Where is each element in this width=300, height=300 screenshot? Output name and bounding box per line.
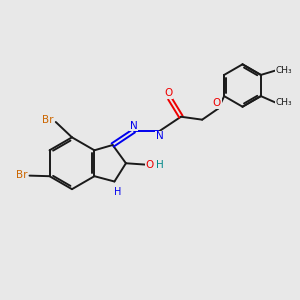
Text: Br: Br [16, 170, 27, 180]
Text: O: O [213, 98, 221, 108]
Text: N: N [156, 131, 164, 141]
Text: O: O [164, 88, 172, 98]
Text: Br: Br [42, 115, 53, 125]
Text: CH₃: CH₃ [275, 66, 292, 75]
Text: H: H [114, 188, 121, 197]
Text: CH₃: CH₃ [275, 98, 292, 107]
Text: O: O [145, 160, 154, 170]
Text: N: N [130, 121, 138, 130]
Text: H: H [156, 160, 164, 170]
